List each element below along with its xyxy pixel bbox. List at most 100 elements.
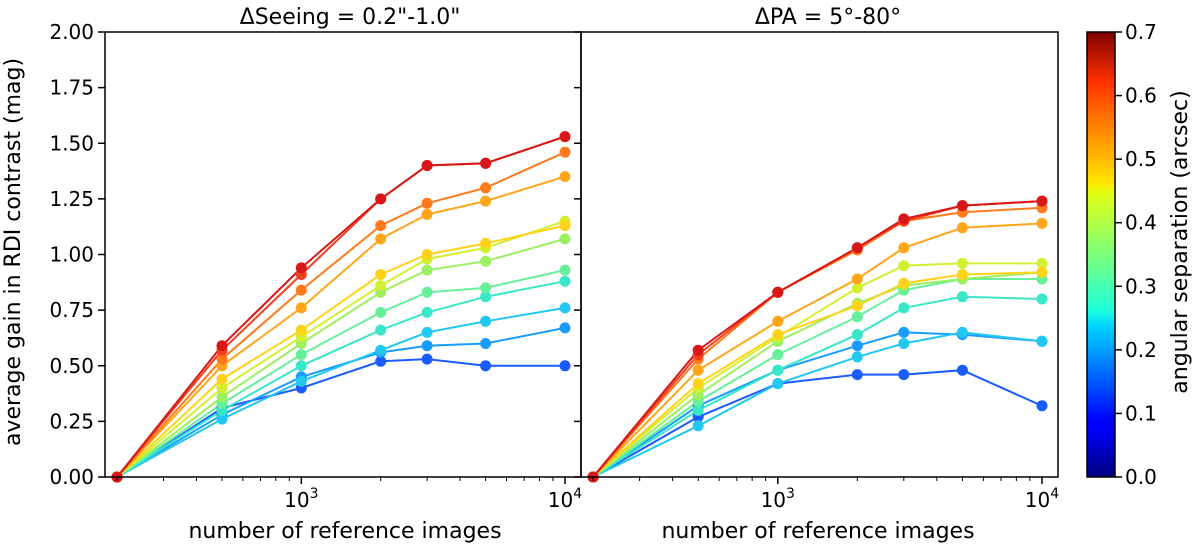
data-point-p0-1-4	[421, 340, 433, 352]
data-point-p1-3-5	[956, 291, 968, 303]
data-point-p0-3-6	[559, 275, 571, 287]
series-line-p1-11	[592, 200, 1043, 478]
y-tick-label-5: 1.25	[49, 187, 94, 211]
data-point-p1-2-4	[898, 338, 910, 349]
data-point-p1-6-3	[851, 282, 863, 294]
left-panel-title: ΔSeeing = 0.2"-1.0"	[240, 5, 461, 30]
data-point-p0-7-5	[480, 237, 492, 249]
data-point-p1-11-2	[772, 286, 784, 298]
data-point-p0-8-4	[421, 208, 433, 220]
data-point-p0-7-6	[559, 220, 571, 232]
right-x-axis-label: number of reference images	[661, 519, 974, 544]
data-point-p0-3-3	[375, 324, 387, 336]
data-point-p0-11-6	[559, 131, 571, 143]
data-point-p1-2-3	[851, 351, 863, 363]
data-point-p1-8-5	[956, 222, 968, 234]
data-point-p0-1-6	[559, 322, 571, 334]
data-point-p1-2-6	[1036, 335, 1048, 347]
data-point-p0-4-6	[559, 264, 571, 276]
data-point-p1-8-2	[772, 315, 784, 327]
data-point-p0-7-4	[421, 249, 433, 260]
data-point-p1-6-4	[898, 260, 910, 272]
data-point-p1-2-2	[772, 378, 784, 390]
data-point-p0-8-3	[375, 233, 387, 245]
series-line-p1-1	[592, 331, 1043, 478]
data-point-p1-8-1	[692, 364, 704, 376]
data-point-p1-0-3	[851, 369, 863, 381]
series-line-p0-9	[116, 151, 566, 478]
colorbar-tick-label-2: 0.2	[1125, 338, 1157, 362]
plot-layer: 103 104 0.00 0.25 0.50 0.75 1.00 1.25 1.50 1.75 2.…	[49, 20, 1059, 512]
data-point-p1-7-4	[898, 277, 910, 289]
data-point-p1-11-5	[956, 200, 968, 212]
x-tick-label-p1-1: 104	[1025, 486, 1059, 512]
data-point-p1-7-5	[956, 269, 968, 280]
colorbar-tick-label-6: 0.6	[1125, 84, 1157, 108]
colorbar-tick-label-3: 0.3	[1125, 274, 1157, 298]
data-point-p0-9-1	[216, 353, 228, 365]
data-point-p0-11-5	[480, 157, 492, 169]
data-point-p0-2-2	[295, 375, 307, 387]
data-point-p0-9-6	[559, 146, 571, 158]
data-point-p0-11-1	[216, 340, 228, 352]
data-point-p1-8-6	[1036, 217, 1048, 229]
data-point-p0-2-3	[375, 344, 387, 356]
colorbar-tick-label-5: 0.5	[1125, 147, 1157, 171]
colorbar-label: angular separation (arcsec)	[1168, 90, 1193, 393]
data-point-p0-9-3	[375, 220, 387, 232]
series-line-p1-10	[592, 200, 1043, 478]
series-line-p0-0	[116, 358, 565, 478]
data-point-p0-4-5	[480, 282, 492, 294]
data-point-p1-0-5	[956, 364, 968, 376]
data-point-p0-2-5	[480, 315, 492, 327]
colorbar	[1086, 31, 1116, 478]
x-tick-label-p0-1: 104	[548, 486, 582, 512]
data-point-p0-9-5	[480, 182, 492, 194]
data-point-p1-4-3	[851, 311, 863, 323]
data-point-p0-0-6	[559, 360, 571, 372]
data-point-p0-5-6	[559, 233, 571, 245]
data-point-p1-0-4	[898, 369, 910, 381]
data-point-p0-8-6	[559, 171, 571, 183]
data-point-p0-0-4	[421, 353, 433, 365]
series-line-p0-6	[116, 220, 566, 478]
right-panel-title: ΔPA = 5°-80°	[755, 5, 901, 30]
data-point-p0-3-2	[295, 360, 307, 372]
y-tick-label-0: 0.00	[49, 465, 94, 489]
data-point-p1-2-1	[692, 420, 704, 432]
colorbar-tick-label-4: 0.4	[1125, 211, 1157, 235]
data-point-p1-7-1	[692, 378, 704, 390]
data-point-p0-11-4	[421, 160, 433, 171]
data-point-p0-2-1	[216, 413, 228, 425]
data-point-p1-7-2	[772, 329, 784, 341]
data-point-p0-8-5	[480, 195, 492, 207]
data-point-p0-0-5	[480, 360, 492, 372]
data-point-p0-1-5	[480, 338, 492, 349]
data-point-p1-6-6	[1036, 257, 1048, 269]
data-point-p0-5-5	[480, 255, 492, 267]
data-point-p1-1-4	[898, 326, 910, 338]
data-point-p1-2-5	[956, 326, 968, 338]
data-point-p0-4-3	[375, 306, 387, 318]
y-tick-label-3: 0.75	[49, 298, 94, 322]
data-point-p0-4-2	[295, 349, 307, 361]
data-point-p0-5-1	[216, 391, 228, 403]
data-point-p1-11-4	[898, 213, 910, 225]
y-axis-label: average gain in RDI contrast (mag)	[1, 58, 26, 446]
series-line-p1-4	[592, 278, 1042, 478]
data-point-p0-8-2	[295, 302, 307, 314]
data-point-p1-0-6	[1036, 400, 1048, 412]
data-point-p0-6-3	[375, 280, 387, 292]
data-point-p0-7-3	[375, 269, 387, 280]
y-tick-label-8: 2.00	[49, 20, 94, 44]
data-point-p0-6-1	[216, 382, 228, 394]
left-x-axis-label: number of reference images	[188, 519, 501, 544]
colorbar-ticks: 0.0 0.1 0.2 0.3 0.4 0.5 0.6 0.7	[1115, 20, 1157, 489]
data-point-p1-3-1	[692, 404, 704, 416]
data-point-p0-2-6	[559, 302, 571, 314]
data-point-p0-7-1	[216, 373, 228, 385]
data-point-p1-3-2	[772, 364, 784, 376]
data-point-p1-3-4	[898, 302, 910, 314]
data-point-p0-11-3	[375, 193, 387, 205]
